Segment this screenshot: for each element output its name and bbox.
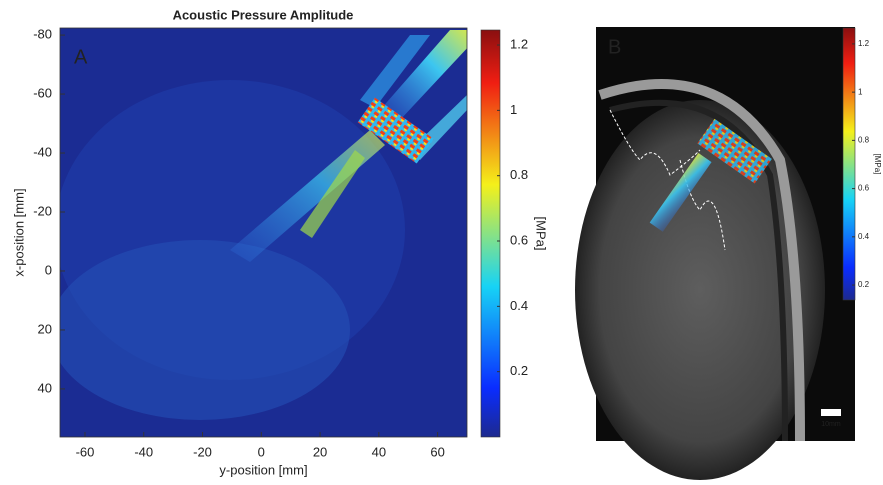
colorbar xyxy=(842,27,856,301)
colorbar-tick-label: 0.4 xyxy=(858,232,870,241)
y-tick-label: 40 xyxy=(38,380,52,395)
scale-bar-label: 10mm xyxy=(821,421,841,428)
y-tick-label: 20 xyxy=(38,321,52,336)
colorbar-tick-label: 1.2 xyxy=(858,39,870,48)
y-axis-label: x-position [mm] xyxy=(11,188,26,276)
colorbar-tick-label: 0.2 xyxy=(858,280,870,289)
colorbar-tick-label: 1 xyxy=(858,87,863,96)
colorbar-tick-label: 1 xyxy=(510,102,517,117)
colorbar xyxy=(480,29,501,438)
chart-title: Acoustic Pressure Amplitude xyxy=(173,7,354,22)
y-tick-label: -60 xyxy=(33,85,52,100)
x-tick-label: 40 xyxy=(372,444,386,459)
colorbar-tick-label: 0.4 xyxy=(510,298,528,313)
colorbar-tick-label: 0.8 xyxy=(510,167,528,182)
colorbar-tick-label: 0.6 xyxy=(510,232,528,247)
colorbar-label: [MPa] xyxy=(534,217,549,251)
x-tick-label: -60 xyxy=(76,444,95,459)
colorbar-tick-label: 0.8 xyxy=(858,135,870,144)
panel-label: B xyxy=(608,36,621,58)
x-tick-label: 20 xyxy=(313,444,327,459)
y-tick-label: -80 xyxy=(33,27,52,42)
pressure-field xyxy=(60,28,467,437)
colorbar-label: [MPa] xyxy=(873,154,882,175)
x-tick-label: 60 xyxy=(430,444,444,459)
mri-image xyxy=(575,27,855,480)
y-tick-label: -20 xyxy=(33,203,52,218)
y-tick-label: -40 xyxy=(33,144,52,159)
x-tick-label: 0 xyxy=(258,444,265,459)
x-axis-label: y-position [mm] xyxy=(219,462,307,477)
panel-label: A xyxy=(74,46,88,68)
colorbar-tick-label: 0.6 xyxy=(858,184,870,193)
plot-frame xyxy=(59,27,468,438)
x-tick-label: -20 xyxy=(193,444,212,459)
colorbar-tick-label: 0.2 xyxy=(510,363,528,378)
y-tick-label: 0 xyxy=(45,262,52,277)
x-tick-label: -40 xyxy=(134,444,153,459)
colorbar-tick-label: 1.2 xyxy=(510,36,528,51)
